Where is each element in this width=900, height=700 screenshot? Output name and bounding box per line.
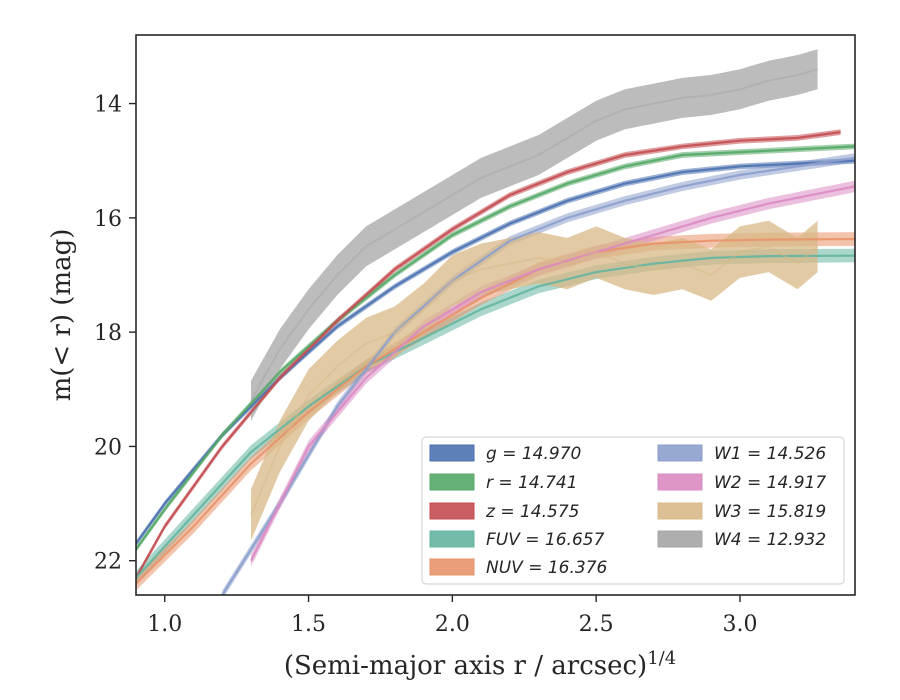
legend-label-r: r = 14.741 — [486, 473, 578, 493]
legend-label-g: g = 14.970 — [486, 444, 581, 464]
legend-label-nuv: NUV = 16.376 — [486, 558, 608, 578]
x-tick-label: 1.5 — [291, 612, 326, 637]
legend-swatch-w2 — [657, 473, 703, 491]
legend-box — [421, 436, 845, 585]
legend-swatch-g — [429, 444, 475, 462]
legend-swatch-fuv — [429, 530, 475, 548]
x-axis-label: (Semi-major axis r / arcsec)1/4 — [284, 648, 676, 682]
series-line-r — [136, 145, 855, 550]
y-tick-label: 18 — [94, 321, 122, 346]
x-axis: 1.0 1.5 2.0 2.5 3.0 — [147, 595, 757, 637]
y-axis-label: m(< r) (mag) — [47, 229, 77, 402]
y-tick-label: 14 — [94, 93, 122, 118]
series-line-nuv — [136, 237, 855, 585]
series-line-w3 — [250, 245, 819, 516]
legend-label-fuv: FUV = 16.657 — [486, 530, 605, 550]
series-line-fuv — [136, 254, 855, 579]
x-tick-label: 2.5 — [579, 612, 614, 637]
legend-label-w2: W2 = 14.917 — [714, 473, 826, 493]
series-line-z — [136, 131, 841, 579]
series-lines — [136, 68, 855, 595]
legend-label-z: z = 14.575 — [485, 502, 579, 522]
x-axis-label-text: (Semi-major axis r / arcsec) — [284, 651, 647, 681]
series-band-w3 — [251, 220, 818, 541]
legend-swatch-w3 — [657, 502, 703, 520]
x-tick-label: 3.0 — [722, 612, 757, 637]
y-tick-label: 20 — [94, 435, 122, 460]
series-line-w2 — [250, 185, 855, 562]
legend-swatch-nuv — [429, 558, 475, 576]
x-tick-label: 1.0 — [147, 612, 182, 637]
legend-label-w4: W4 = 12.932 — [714, 530, 826, 550]
x-tick-label: 2.0 — [435, 612, 470, 637]
series-line-w4 — [250, 68, 818, 402]
plot-frame — [135, 34, 856, 596]
y-axis: 14 16 18 20 22 — [94, 93, 136, 575]
legend-label-w3: W3 = 15.819 — [714, 502, 826, 522]
y-tick-label: 22 — [94, 550, 122, 575]
series-band-w4 — [251, 49, 818, 421]
legend-swatch-w1 — [657, 444, 703, 462]
legend-swatch-w4 — [657, 530, 703, 548]
legend-swatch-r — [429, 473, 475, 491]
legend: g = 14.970 r = 14.741 z = 14.575 FUV = 16.6… — [421, 436, 845, 585]
legend-label-w1: W1 = 14.526 — [714, 444, 826, 464]
legend-swatch-z — [429, 502, 475, 520]
y-tick-label: 16 — [94, 207, 122, 232]
x-axis-label-exponent: 1/4 — [647, 648, 676, 669]
